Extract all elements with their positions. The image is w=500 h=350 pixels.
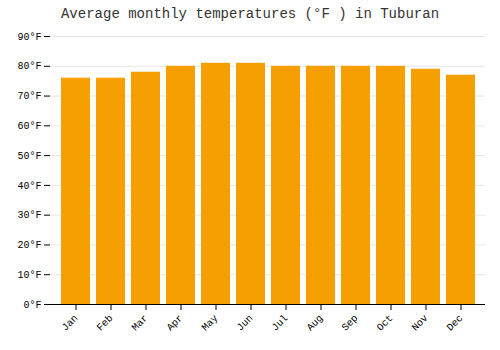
svg-text:Jan: Jan — [60, 313, 81, 334]
svg-text:80°F: 80°F — [17, 61, 41, 72]
svg-text:Dec: Dec — [445, 313, 466, 334]
svg-text:Jul: Jul — [270, 313, 291, 334]
svg-text:Mar: Mar — [130, 313, 151, 334]
svg-text:40°F: 40°F — [17, 181, 41, 192]
svg-text:50°F: 50°F — [17, 151, 41, 162]
svg-text:0°F: 0°F — [23, 300, 41, 311]
svg-text:Sep: Sep — [340, 313, 361, 334]
svg-text:Apr: Apr — [165, 313, 186, 334]
svg-text:60°F: 60°F — [17, 121, 41, 132]
svg-text:Jun: Jun — [235, 313, 256, 334]
svg-text:Aug: Aug — [305, 313, 326, 334]
svg-text:70°F: 70°F — [17, 91, 41, 102]
svg-text:90°F: 90°F — [17, 32, 41, 43]
svg-text:20°F: 20°F — [17, 240, 41, 251]
svg-text:Nov: Nov — [410, 313, 431, 334]
svg-text:Oct: Oct — [375, 313, 396, 334]
svg-text:Feb: Feb — [95, 313, 116, 334]
svg-text:10°F: 10°F — [17, 270, 41, 281]
html-text:Average monthly temperatures (: Average monthly temperatures (°F ) in Tu… — [61, 6, 439, 22]
svg-text:May: May — [200, 313, 221, 334]
svg-text:30°F: 30°F — [17, 210, 41, 221]
